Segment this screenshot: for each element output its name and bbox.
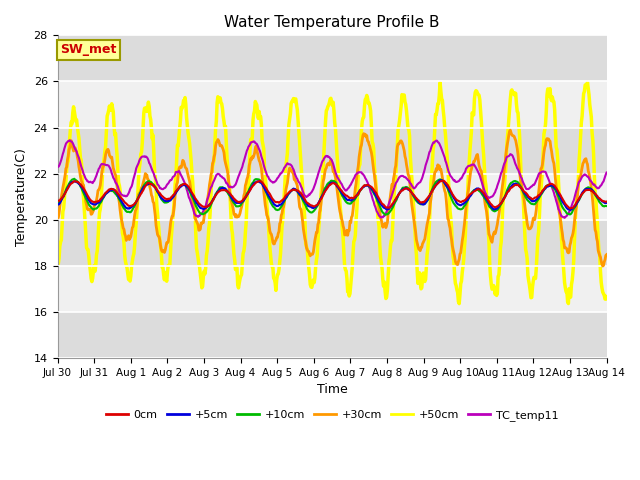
- X-axis label: Time: Time: [317, 383, 348, 396]
- +30cm: [120, 227, 128, 232]
- +10cm: [63, 184, 71, 190]
- +50cm: [54, 261, 61, 267]
- 0cm: [439, 178, 447, 184]
- +5cm: [567, 207, 575, 213]
- +30cm: [63, 157, 71, 163]
- 0cm: [603, 199, 611, 204]
- Line: +30cm: +30cm: [58, 130, 607, 266]
- Bar: [58, 128, 607, 174]
- +30cm: [603, 252, 611, 258]
- +30cm: [54, 215, 61, 220]
- +5cm: [54, 201, 61, 207]
- 0cm: [63, 186, 71, 192]
- +50cm: [415, 275, 422, 281]
- Bar: [58, 266, 607, 312]
- +30cm: [506, 127, 514, 133]
- TC_temp11: [399, 173, 407, 179]
- Line: 0cm: 0cm: [58, 181, 607, 208]
- 0cm: [399, 188, 406, 193]
- Bar: [58, 82, 607, 128]
- +50cm: [455, 301, 463, 307]
- +30cm: [205, 189, 212, 195]
- +50cm: [399, 92, 406, 98]
- TC_temp11: [54, 164, 61, 169]
- +30cm: [415, 246, 422, 252]
- TC_temp11: [177, 171, 184, 177]
- 0cm: [415, 198, 422, 204]
- +10cm: [70, 176, 78, 181]
- Line: TC_temp11: TC_temp11: [58, 140, 607, 218]
- TC_temp11: [603, 170, 611, 176]
- +5cm: [415, 199, 422, 205]
- +10cm: [205, 205, 213, 211]
- Legend: 0cm, +5cm, +10cm, +30cm, +50cm, TC_temp11: 0cm, +5cm, +10cm, +30cm, +50cm, TC_temp1…: [102, 406, 563, 425]
- Y-axis label: Temperature(C): Temperature(C): [15, 148, 28, 246]
- TC_temp11: [415, 180, 423, 185]
- 0cm: [566, 205, 573, 211]
- 0cm: [120, 198, 128, 204]
- Bar: [58, 312, 607, 358]
- Line: +10cm: +10cm: [58, 179, 607, 215]
- +5cm: [63, 186, 71, 192]
- +50cm: [584, 79, 591, 85]
- +5cm: [437, 177, 445, 183]
- Bar: [58, 36, 607, 82]
- +10cm: [54, 200, 61, 206]
- +5cm: [205, 203, 212, 208]
- +5cm: [120, 203, 128, 208]
- TC_temp11: [561, 215, 568, 221]
- Title: Water Temperature Profile B: Water Temperature Profile B: [224, 15, 440, 30]
- Text: SW_met: SW_met: [60, 43, 116, 57]
- TC_temp11: [205, 190, 213, 195]
- Line: +50cm: +50cm: [58, 82, 607, 304]
- +50cm: [120, 240, 128, 245]
- +5cm: [176, 185, 184, 191]
- +10cm: [401, 185, 408, 191]
- TC_temp11: [63, 139, 71, 145]
- +10cm: [121, 206, 129, 212]
- +10cm: [381, 212, 389, 217]
- 0cm: [54, 198, 61, 204]
- 0cm: [176, 183, 184, 189]
- +50cm: [63, 161, 71, 167]
- +5cm: [399, 186, 406, 192]
- +50cm: [176, 125, 184, 131]
- +5cm: [603, 200, 611, 206]
- +10cm: [177, 183, 184, 189]
- +30cm: [399, 142, 406, 147]
- +10cm: [603, 203, 611, 209]
- +10cm: [417, 201, 424, 207]
- 0cm: [205, 203, 212, 209]
- +30cm: [176, 164, 184, 170]
- Bar: [58, 220, 607, 266]
- +30cm: [599, 263, 607, 269]
- +50cm: [205, 226, 212, 232]
- +50cm: [603, 294, 611, 300]
- Bar: [58, 174, 607, 220]
- TC_temp11: [66, 137, 74, 143]
- TC_temp11: [121, 193, 129, 199]
- Line: +5cm: +5cm: [58, 180, 607, 210]
